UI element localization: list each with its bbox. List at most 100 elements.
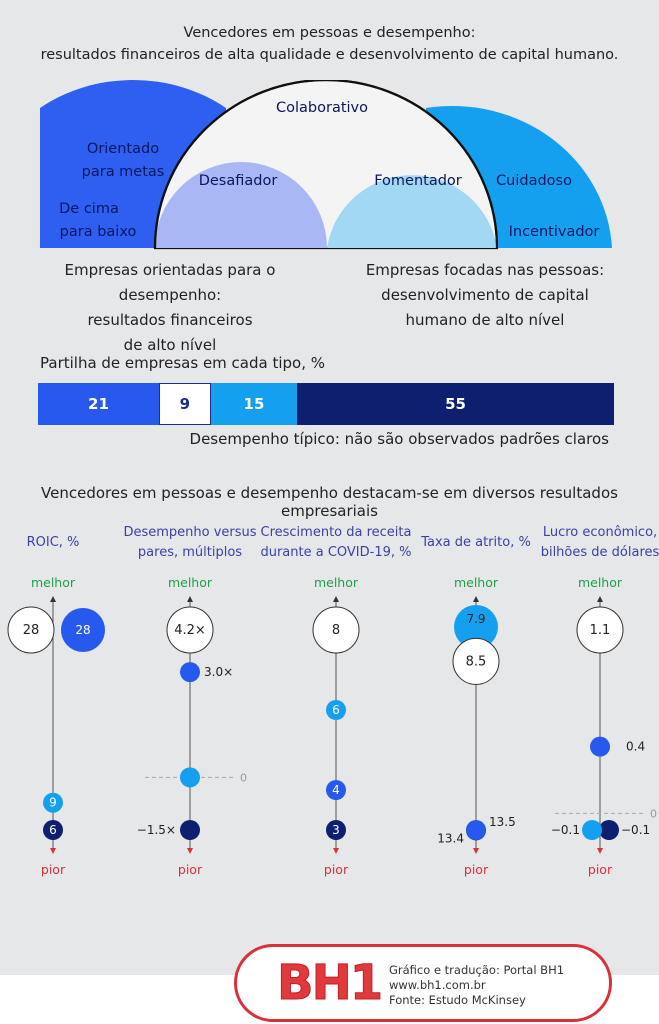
point-label-typical-3: 3 (332, 823, 340, 837)
point-label-winners-4: 8.5 (466, 654, 487, 669)
arch-label-para-baixo: para baixo (60, 224, 137, 240)
people-caption-line-3: humano de alto nível (405, 311, 565, 329)
footer-credit-box: BH1 Gráfico e tradução: Portal BH1 www.b… (234, 944, 612, 1022)
point-label-typical-5: −0.1 (621, 823, 650, 837)
culture-arch-diagram: Orientado para metas De cima para baixo … (40, 80, 612, 250)
better-label-5: melhor (578, 575, 623, 590)
point-winners-2 (166, 606, 214, 654)
arch-label-incentivador: Incentivador (509, 224, 600, 240)
worse-label-4: pior (464, 862, 489, 877)
worse-label-3: pior (324, 862, 349, 877)
arch-inner-right (327, 175, 497, 248)
outcomes-chart: ROIC, % melhor pior 6 9 28 28 Desempenho versus… (7, 525, 659, 877)
axis-arrow-up-4 (473, 596, 479, 602)
point-people-2 (180, 767, 200, 788)
axis-arrow-up-2 (187, 596, 193, 602)
point-performance-4 (466, 820, 486, 840)
point-label-typical-1: 6 (49, 823, 57, 837)
share-bar: 21 9 15 55 (38, 383, 614, 425)
point-performance-3 (326, 780, 346, 800)
point-label-performance-4: 13.5 (489, 815, 516, 829)
better-label-1: melhor (31, 575, 76, 590)
point-label-performance-2: 3.0× (204, 665, 233, 679)
point-typical-2 (180, 820, 200, 840)
point-label-winners-5: 1.1 (590, 623, 611, 638)
axis-arrow-down-1 (50, 848, 56, 854)
better-label-2: melhor (168, 575, 213, 590)
point-label-performance-3: 4 (332, 783, 340, 797)
point-label-typical-2: −1.5× (137, 823, 176, 837)
page-title-line-2: resultados financeiros de alta qualidade… (40, 47, 619, 63)
metric-title-1: ROIC, % (27, 535, 80, 550)
point-people-1 (43, 792, 63, 813)
footer-source: Fonte: Estudo McKinsey (389, 993, 526, 1007)
share-segment-2: 9 (158, 383, 211, 425)
people-caption-line-2: desenvolvimento de capital (381, 286, 589, 304)
point-typical-5 (599, 820, 619, 840)
arch-outline (153, 80, 499, 249)
point-winners-5 (576, 606, 624, 654)
worse-label-2: pior (178, 862, 203, 877)
arch-label-cuidadoso: Cuidadoso (496, 173, 572, 189)
point-people-3 (326, 700, 346, 720)
arch-label-de-cima: De cima (59, 201, 119, 217)
point-winners-3 (312, 606, 360, 654)
zero-label-2: 0 (240, 771, 247, 784)
point-winners-1 (7, 606, 55, 654)
axis-arrow-up-1 (50, 596, 56, 602)
point-label-people-4: 7.9 (466, 612, 485, 626)
better-label-3: melhor (314, 575, 359, 590)
arch-label-para-metas: para metas (82, 164, 165, 180)
metric-title-4: Taxa de atrito, % (420, 535, 531, 550)
share-segment-1: 21 (38, 383, 159, 425)
share-label: Partilha de empresas em cada tipo, % (40, 354, 326, 372)
axis-arrow-up-5 (597, 596, 603, 602)
arch-label-fomentador: Fomentador (374, 173, 462, 189)
point-label-people-1: 9 (49, 796, 57, 810)
point-winners-4 (452, 637, 500, 685)
worse-label-1: pior (41, 862, 66, 877)
worse-label-5: pior (588, 862, 613, 877)
metric-subtitle-2: pares, múltiplos (138, 545, 242, 560)
metric-subtitle-3: durante a COVID-19, % (260, 545, 411, 560)
page-title: Vencedores em pessoas e desempenho: resu… (0, 22, 659, 66)
point-label-performance-5: 0.4 (626, 740, 645, 754)
performance-caption-line-1: Empresas orientadas para o desempenho: (64, 261, 276, 304)
performance-caption: Empresas orientadas para o desempenho: r… (30, 258, 310, 358)
performance-caption-line-2: resultados financeiros (87, 311, 253, 329)
share-segment-4: 55 (297, 383, 614, 425)
people-caption-line-1: Empresas focadas nas pessoas: (365, 261, 605, 279)
point-performance-1 (61, 608, 105, 652)
point-performance-5 (590, 736, 610, 757)
axis-arrow-up-3 (333, 596, 339, 602)
better-label-4: melhor (454, 575, 499, 590)
share-segment-3: 15 (210, 383, 298, 425)
axis-arrow-down-3 (333, 848, 339, 854)
outcomes-title: Vencedores em pessoas e desempenho desta… (41, 484, 618, 520)
footer-url: www.bh1.com.br (389, 978, 486, 992)
performance-caption-line-3: de alto nível (123, 336, 217, 354)
typical-note: Desempenho típico: não são observados pa… (189, 430, 609, 448)
point-label-people-3: 6 (332, 703, 340, 717)
arch-label-desafiador: Desafiador (199, 173, 278, 189)
people-caption: Empresas focadas nas pessoas: desenvolvi… (345, 258, 625, 333)
point-typical-1 (43, 820, 63, 840)
arch-label-colaborativo: Colaborativo (276, 100, 368, 116)
page-title-line-1: Vencedores em pessoas e desempenho: (183, 25, 476, 41)
bh1-logo: BH1 (276, 955, 383, 1011)
zero-label-5: 0 (650, 807, 657, 820)
point-typical-3 (326, 820, 346, 840)
point-label-people-5: −0.1 (551, 823, 580, 837)
metric-subtitle-5: bilhões de dólares (541, 545, 659, 560)
point-performance-2 (180, 662, 200, 683)
point-label-typical-4: 13.4 (437, 831, 464, 845)
point-people-4 (454, 605, 498, 649)
axis-arrow-down-2 (187, 848, 193, 854)
arch-label-orientado: Orientado (87, 141, 159, 157)
axis-arrow-down-5 (597, 848, 603, 854)
footer-credit: Gráfico e tradução: Portal BH1 (389, 963, 565, 977)
axis-arrow-down-4 (473, 848, 479, 854)
point-label-winners-3: 8 (332, 623, 340, 638)
metric-title-2: Desempenho versus (123, 525, 256, 540)
point-label-winners-2: 4.2× (174, 623, 206, 638)
